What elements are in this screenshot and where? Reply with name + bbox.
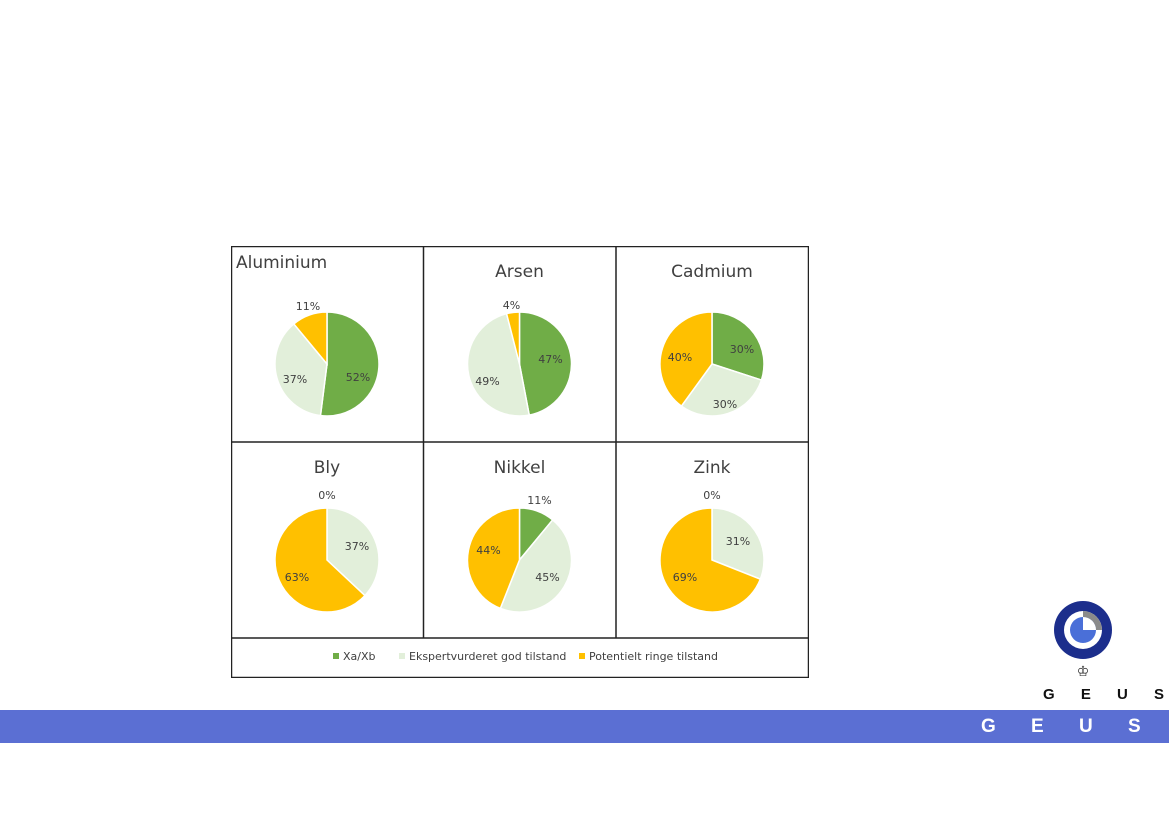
pie-title: Zink — [694, 458, 731, 478]
pie-cadmium: Cadmium 30% 30% 40% — [659, 262, 765, 417]
pie-data-label: 30% — [713, 398, 737, 411]
pie-data-label: 11% — [296, 300, 320, 313]
pie-slice — [466, 312, 531, 417]
pie-data-label: 45% — [535, 571, 559, 584]
pie-chart-grid: Aluminium 52% 37% 11% Arsen 47% 49% 4% Cadmium 30… — [231, 246, 809, 678]
pie-slice — [711, 311, 765, 382]
crown-icon: ♔ — [1076, 664, 1090, 680]
pie-data-label: 0% — [318, 489, 335, 502]
pie-data-label: 4% — [503, 299, 520, 312]
pie-nikkel: Nikkel 11% 45% 44% — [466, 458, 573, 613]
pie-slice — [499, 518, 573, 613]
pie-aluminium: Aluminium 52% 37% 11% — [236, 253, 380, 417]
pie-slice — [505, 311, 521, 365]
pie-data-label: 44% — [476, 544, 500, 557]
legend: Xa/Xb Ekspertvurderet god tilstand Potenti… — [333, 650, 718, 663]
pie-zink: Zink 0% 31% 69% — [659, 458, 765, 613]
pie-title: Cadmium — [671, 262, 753, 282]
pie-slice — [659, 507, 762, 613]
footer-brand-text: G E U S — [981, 716, 1156, 737]
pie-data-label: 49% — [475, 375, 499, 388]
legend-swatch — [579, 653, 585, 659]
footer-bar: G E U S — [0, 710, 1169, 743]
pie-chart-panel: Aluminium 52% 37% 11% Arsen 47% 49% 4% Cadmium 30… — [231, 246, 809, 678]
pie-data-label: 37% — [345, 540, 369, 553]
pie-data-label: 52% — [346, 371, 370, 384]
pie-data-label: 0% — [703, 489, 720, 502]
legend-swatch — [399, 653, 405, 659]
geus-logo: ♔ G E U S — [1040, 600, 1164, 708]
pie-data-label: 31% — [726, 535, 750, 548]
pie-data-label: 30% — [730, 343, 754, 356]
pie-slice — [466, 507, 521, 610]
pie-data-label: 47% — [538, 353, 562, 366]
pie-data-label: 63% — [285, 571, 309, 584]
pie-slice — [319, 311, 380, 417]
legend-swatch — [333, 653, 339, 659]
pie-slice — [274, 322, 328, 417]
legend-label: Ekspertvurderet god tilstand — [409, 650, 566, 663]
pie-slice — [274, 507, 366, 613]
pie-title: Bly — [314, 458, 340, 478]
pie-slice — [292, 311, 328, 367]
pie-data-label: 11% — [527, 494, 551, 507]
pie-data-label: 37% — [283, 373, 307, 386]
pie-bly: Bly 0% 37% 63% — [274, 458, 380, 613]
pie-slice — [326, 507, 380, 597]
pie-slice — [680, 363, 763, 417]
pie-title: Aluminium — [236, 253, 327, 273]
pie-data-label: 69% — [673, 571, 697, 584]
legend-label: Xa/Xb — [343, 650, 376, 663]
pie-slice — [659, 311, 713, 408]
pie-title: Arsen — [495, 262, 544, 282]
pie-title: Nikkel — [494, 458, 546, 478]
legend-label: Potentielt ringe tilstand — [589, 650, 718, 663]
geus-emblem-icon — [1054, 601, 1112, 659]
pie-slice — [711, 507, 765, 581]
logo-text: G E U S — [1043, 686, 1169, 703]
pie-slice — [518, 311, 573, 416]
pie-data-label: 40% — [668, 351, 692, 364]
pie-arsen: Arsen 47% 49% 4% — [466, 262, 573, 417]
